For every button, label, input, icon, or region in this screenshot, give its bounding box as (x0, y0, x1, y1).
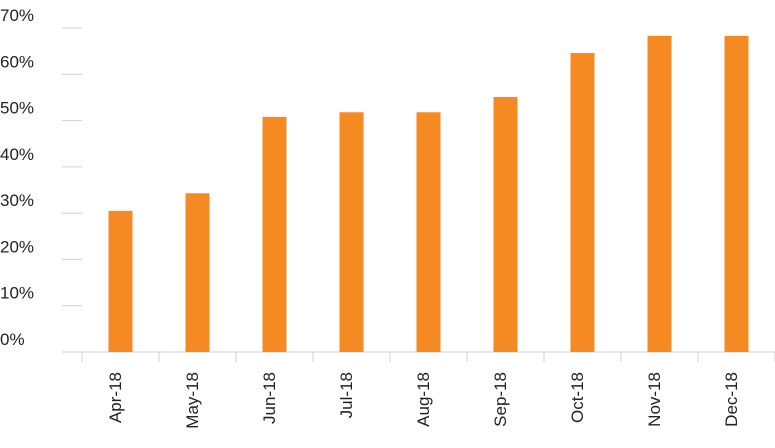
y-tick-label: 10% (0, 284, 34, 303)
y-tick-label: 20% (0, 237, 34, 256)
x-tick-label: May-18 (183, 372, 202, 429)
bar (647, 35, 672, 353)
bar (262, 116, 287, 353)
y-tick-label: 40% (0, 145, 34, 164)
x-tick-label: Nov-18 (645, 372, 664, 427)
y-tick-label: 60% (0, 52, 34, 71)
y-tick-label: 50% (0, 99, 34, 118)
x-tick-label: Oct-18 (568, 372, 587, 423)
y-tick-label: 70% (0, 6, 34, 25)
bar (416, 112, 441, 353)
bar (570, 52, 595, 352)
y-tick-label: 30% (0, 191, 34, 210)
x-tick-label: Dec-18 (722, 372, 741, 427)
x-tick-label: Jul-18 (337, 372, 356, 418)
bar (724, 35, 749, 353)
bar (339, 112, 364, 353)
bar (493, 96, 518, 352)
x-tick-label: Jun-18 (260, 372, 279, 424)
x-tick-label: Apr-18 (106, 372, 125, 423)
bar (108, 210, 133, 352)
x-tick-label: Aug-18 (414, 372, 433, 427)
bar (185, 193, 210, 352)
y-tick-label: 0% (0, 330, 25, 349)
x-tick-label: Sep-18 (491, 372, 510, 427)
